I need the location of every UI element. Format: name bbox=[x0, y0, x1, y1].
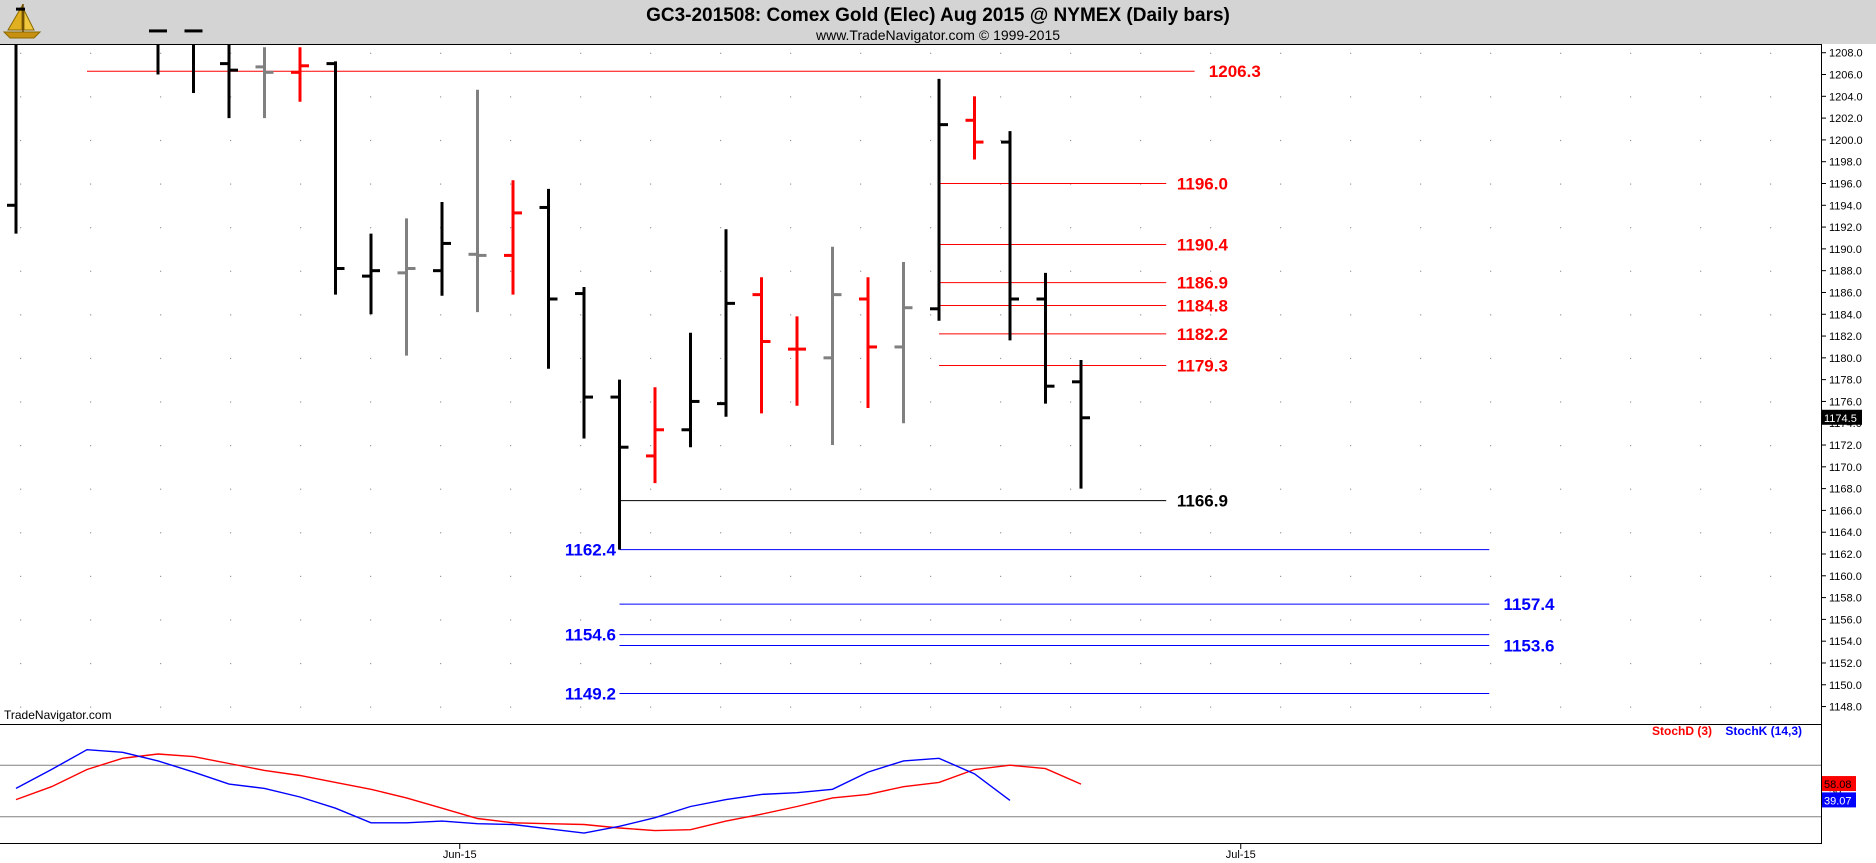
ohlc-bar[interactable] bbox=[610, 379, 629, 550]
ohlc-bar[interactable] bbox=[7, 7, 25, 234]
y-tick-label: 1158.0 bbox=[1829, 593, 1862, 605]
y-tick-label: 1172.0 bbox=[1829, 440, 1862, 452]
y-tick-label: 1180.0 bbox=[1829, 353, 1862, 365]
y-tick-label: 1164.0 bbox=[1829, 527, 1862, 539]
x-axis: Jun-15 Jul-15 bbox=[443, 844, 1256, 861]
ohlc-bar[interactable] bbox=[788, 316, 806, 406]
ohlc-bar[interactable] bbox=[717, 229, 735, 417]
last-price-value: 1174.5 bbox=[1824, 413, 1857, 425]
ohlc-bar[interactable] bbox=[468, 89, 487, 313]
x-axis-background bbox=[0, 844, 1876, 863]
y-tick-label: 1160.0 bbox=[1829, 571, 1862, 583]
x-tick-label: Jul-15 bbox=[1226, 849, 1256, 861]
y-tick-label: 1188.0 bbox=[1829, 266, 1862, 278]
stochk-line[interactable] bbox=[15, 748, 1011, 834]
level-label: 1149.2 bbox=[565, 684, 616, 703]
y-tick-label: 1206.0 bbox=[1829, 70, 1863, 82]
ohlc-bar[interactable] bbox=[859, 277, 877, 408]
y-tick-label: 1178.0 bbox=[1829, 375, 1862, 387]
y-tick-label: 1200.0 bbox=[1829, 135, 1863, 147]
level-label: 1179.3 bbox=[1177, 356, 1228, 375]
y-axis-background bbox=[1821, 44, 1876, 844]
price-levels: 1206.3 1196.0 1190.4 1186.9 1184.8 1182.2 1179… bbox=[87, 62, 1555, 703]
y-tick-label: 1170.0 bbox=[1829, 462, 1862, 474]
chart-grid bbox=[20, 52, 1772, 708]
y-tick-label: 1202.0 bbox=[1829, 113, 1863, 125]
y-tick-label: 1194.0 bbox=[1829, 200, 1862, 212]
ohlc-bar[interactable] bbox=[397, 218, 416, 356]
stochd-legend[interactable]: StochD (3) bbox=[1652, 724, 1712, 738]
ohlc-bar[interactable] bbox=[575, 287, 593, 439]
y-tick-label: 1150.0 bbox=[1829, 680, 1862, 692]
ohlc-bar[interactable] bbox=[1072, 360, 1090, 489]
y-tick-label: 1154.0 bbox=[1829, 636, 1862, 648]
ohlc-bar[interactable] bbox=[149, 29, 167, 75]
y-axis: 1148.0 1150.0 1152.0 1154.0 1156.0 1158.0 1160… bbox=[1821, 48, 1863, 714]
ohlc-bar[interactable] bbox=[1036, 272, 1055, 404]
ohlc-bar[interactable] bbox=[646, 387, 664, 484]
y-tick-label: 1162.0 bbox=[1829, 549, 1862, 561]
level-label: 1184.8 bbox=[1177, 297, 1228, 316]
y-tick-label: 1182.0 bbox=[1829, 331, 1862, 343]
sailboat-logo-icon[interactable] bbox=[2, 4, 42, 39]
stochastic-panel-background bbox=[0, 724, 1821, 844]
level-label: 1186.9 bbox=[1177, 274, 1228, 293]
ohlc-bar[interactable] bbox=[752, 277, 771, 414]
y-tick-label: 1148.0 bbox=[1829, 702, 1862, 714]
y-tick-label: 1190.0 bbox=[1829, 244, 1862, 256]
level-label: 1154.6 bbox=[565, 626, 616, 645]
last-price-badge: 1174.5 bbox=[1822, 409, 1862, 425]
watermark-text: TradeNavigator.com bbox=[4, 708, 112, 722]
y-tick-label: 1168.0 bbox=[1829, 484, 1862, 496]
y-tick-label: 1166.0 bbox=[1829, 505, 1862, 517]
x-tick-label: Jun-15 bbox=[443, 849, 477, 861]
level-label: 1153.6 bbox=[1503, 637, 1554, 656]
y-tick-label: 1208.0 bbox=[1829, 48, 1863, 60]
ohlc-bar[interactable] bbox=[291, 47, 309, 102]
y-tick-label: 1152.0 bbox=[1829, 658, 1862, 670]
ohlc-bar[interactable] bbox=[255, 47, 274, 119]
ohlc-bar[interactable] bbox=[823, 246, 842, 446]
y-tick-label: 1204.0 bbox=[1829, 91, 1863, 103]
level-label: 1182.2 bbox=[1177, 325, 1228, 344]
ohlc-bar[interactable] bbox=[504, 180, 522, 295]
y-tick-label: 1198.0 bbox=[1829, 157, 1862, 169]
ohlc-bar[interactable] bbox=[220, 44, 238, 119]
ohlc-bar[interactable] bbox=[326, 61, 345, 295]
ohlc-bar[interactable] bbox=[433, 202, 451, 296]
price-panel-background bbox=[0, 44, 1821, 724]
price-bars bbox=[7, 7, 1090, 550]
y-tick-label: 1196.0 bbox=[1829, 178, 1862, 190]
chart-subtitle: www.TradeNavigator.com © 1999-2015 bbox=[815, 27, 1060, 43]
ohlc-bar[interactable] bbox=[930, 78, 948, 321]
y-tick-label: 1192.0 bbox=[1829, 222, 1862, 234]
stochk-legend[interactable]: StochK (14,3) bbox=[1725, 724, 1802, 738]
level-label: 1162.4 bbox=[565, 541, 617, 560]
y-tick-label: 1156.0 bbox=[1829, 614, 1862, 626]
ohlc-bar[interactable] bbox=[681, 332, 700, 448]
y-tick-label: 1184.0 bbox=[1829, 309, 1862, 321]
level-label: 1190.4 bbox=[1177, 236, 1229, 255]
ohlc-bar[interactable] bbox=[965, 96, 984, 160]
y-tick-label: 1176.0 bbox=[1829, 396, 1862, 408]
y-tick-label: 1186.0 bbox=[1829, 287, 1862, 299]
ohlc-bar[interactable] bbox=[1001, 131, 1019, 341]
stochd-line[interactable] bbox=[15, 753, 1082, 832]
ohlc-bar[interactable] bbox=[184, 29, 203, 94]
level-label: 1196.0 bbox=[1177, 174, 1228, 193]
ohlc-bar[interactable] bbox=[894, 261, 913, 424]
ohlc-bar[interactable] bbox=[362, 233, 380, 315]
level-label: 1166.9 bbox=[1177, 492, 1228, 511]
stochd-last-value: 58.08 bbox=[1824, 779, 1852, 791]
stochk-last-value: 39.07 bbox=[1824, 795, 1852, 807]
level-label: 1157.4 bbox=[1503, 595, 1555, 614]
chart-title: GC3-201508: Comex Gold (Elec) Aug 2015 @… bbox=[646, 5, 1230, 26]
level-label: 1206.3 bbox=[1209, 62, 1261, 81]
ohlc-bar[interactable] bbox=[539, 188, 558, 369]
